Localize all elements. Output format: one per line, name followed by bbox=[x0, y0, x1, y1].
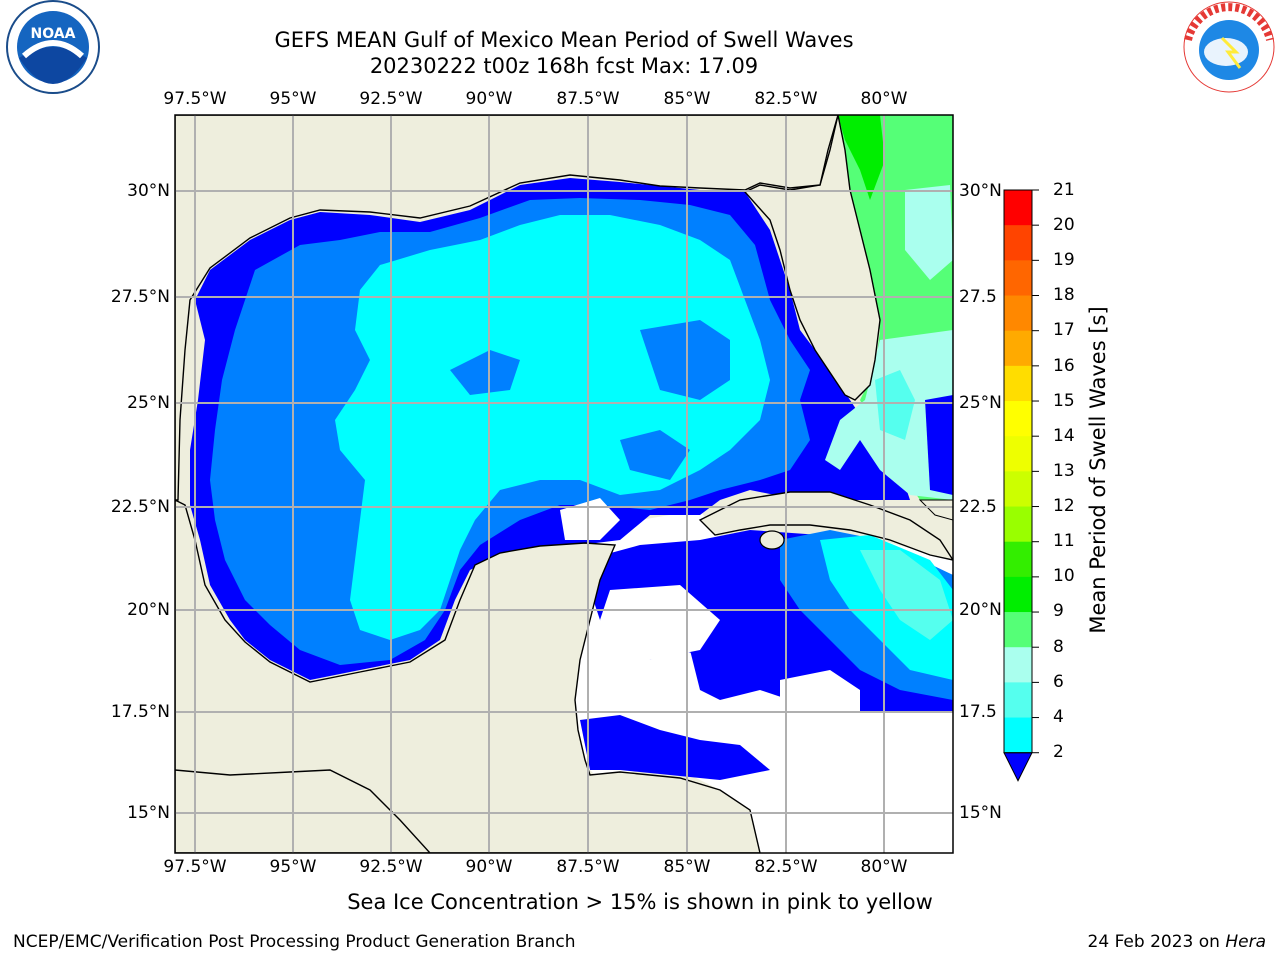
colorbar-tick-label: 16 bbox=[1053, 356, 1075, 376]
map-frame bbox=[174, 114, 954, 854]
colorbar-segment bbox=[1004, 401, 1032, 437]
lon-label-top: 97.5°W bbox=[163, 89, 227, 109]
lon-label-bottom: 82.5°W bbox=[754, 857, 818, 877]
lon-label-top: 87.5°W bbox=[556, 89, 620, 109]
lat-label-right: 30°N bbox=[959, 181, 1002, 201]
lon-label-top: 92.5°W bbox=[359, 89, 423, 109]
gridlines bbox=[175, 115, 953, 853]
lat-label-left: 17.5°N bbox=[110, 702, 170, 722]
colorbar-segment bbox=[1004, 717, 1032, 754]
lon-label-bottom: 97.5°W bbox=[163, 857, 227, 877]
colorbar-segment bbox=[1004, 647, 1032, 683]
period-patch-2-4c bbox=[620, 430, 690, 480]
period-band-atlantic-8-9 bbox=[905, 185, 953, 280]
colorbar-segment bbox=[1004, 576, 1032, 613]
colorbar-tick-label: 19 bbox=[1053, 250, 1075, 270]
lat-label-right: 15°N bbox=[959, 803, 1002, 823]
no-data-hole-a bbox=[560, 498, 620, 540]
lat-label-right: 22.5 bbox=[959, 497, 997, 517]
chart-subtitle: 20230222 t00z 168h fcst Max: 17.09 bbox=[369, 54, 759, 78]
land-us-gulf-coast bbox=[175, 115, 839, 501]
footer-host: Hera bbox=[1225, 932, 1266, 952]
footer-date-text: 24 Feb 2023 on bbox=[1087, 932, 1226, 952]
colorbar-segment bbox=[1004, 541, 1032, 578]
land-bahamas bbox=[918, 499, 953, 521]
lat-label-left: 15°N bbox=[127, 803, 170, 823]
lat-label-right: 17.5 bbox=[959, 702, 997, 722]
noaa-logo: NOAA bbox=[6, 0, 100, 94]
lat-label-left: 30°N bbox=[127, 181, 170, 201]
colorbar-segment bbox=[1004, 682, 1032, 719]
period-band-bahamas-lt2 bbox=[925, 395, 953, 495]
lon-label-top: 82.5°W bbox=[754, 89, 818, 109]
period-band-honduras-lt2 bbox=[580, 715, 770, 780]
colorbar-tick-label: 9 bbox=[1053, 601, 1064, 621]
lon-label-top: 95°W bbox=[269, 89, 317, 109]
colorbar-tick-label: 14 bbox=[1053, 426, 1075, 446]
period-patch-2-4b bbox=[640, 320, 730, 400]
period-band-4-6 bbox=[335, 215, 770, 640]
lat-label-left: 20°N bbox=[127, 600, 170, 620]
noaa-logo-text: NOAA bbox=[31, 26, 76, 42]
colorbar-tick-label: 11 bbox=[1053, 531, 1075, 551]
chart-title: GEFS MEAN Gulf of Mexico Mean Period of … bbox=[274, 28, 854, 52]
nws-logo bbox=[1183, 1, 1275, 93]
colorbar-segment bbox=[1004, 295, 1032, 332]
colorbar-tick-label: 6 bbox=[1053, 672, 1064, 692]
land-mexico-central-america bbox=[175, 499, 761, 853]
colorbar-segment bbox=[1004, 436, 1032, 472]
period-patch-2-4a bbox=[450, 350, 520, 395]
colorbar-segment bbox=[1004, 190, 1032, 226]
lon-label-bottom: 85°W bbox=[663, 857, 711, 877]
lat-label-left: 25°N bbox=[127, 393, 170, 413]
lon-label-top: 90°W bbox=[465, 89, 513, 109]
lat-label-right: 20°N bbox=[959, 600, 1002, 620]
colorbar-tick-label: 12 bbox=[1053, 496, 1075, 516]
colorbar-tick-label: 20 bbox=[1053, 215, 1075, 235]
colorbar-title: Mean Period of Swell Waves [s] bbox=[1086, 306, 1110, 634]
colorbar-segment bbox=[1004, 330, 1032, 367]
land-isle-of-youth bbox=[759, 530, 785, 550]
lon-label-bottom: 87.5°W bbox=[556, 857, 620, 877]
colorbar-extend-arrow bbox=[1003, 752, 1033, 782]
colorbar-segment bbox=[1004, 260, 1032, 297]
colorbar-segment bbox=[1004, 471, 1032, 508]
lat-label-right: 25°N bbox=[959, 393, 1002, 413]
lon-label-top: 80°W bbox=[860, 89, 908, 109]
land-cuba bbox=[698, 491, 953, 561]
lat-label-left: 22.5°N bbox=[110, 497, 170, 517]
colorbar-tick-label: 17 bbox=[1053, 320, 1075, 340]
colorbar-tick-label: 4 bbox=[1053, 707, 1064, 727]
colorbar-tick-label: 15 bbox=[1053, 391, 1075, 411]
lon-label-bottom: 90°W bbox=[465, 857, 513, 877]
lat-label-left: 27.5°N bbox=[110, 287, 170, 307]
period-band-atlantic-10-11 bbox=[838, 115, 885, 200]
no-data-hole-c bbox=[780, 670, 860, 712]
no-data-hole-b bbox=[600, 585, 720, 660]
colorbar-tick-label: 8 bbox=[1053, 637, 1064, 657]
land-florida bbox=[743, 115, 881, 401]
lon-label-bottom: 92.5°W bbox=[359, 857, 423, 877]
colorbar-segment bbox=[1004, 612, 1032, 648]
colorbar-tick-label: 13 bbox=[1053, 461, 1075, 481]
colorbar-segment bbox=[1004, 506, 1032, 543]
lon-label-bottom: 80°W bbox=[860, 857, 908, 877]
colorbar-tick-label: 10 bbox=[1053, 566, 1075, 586]
colorbar-segment bbox=[1004, 365, 1032, 402]
lat-label-right: 27.5 bbox=[959, 287, 997, 307]
colorbar-tick-label: 18 bbox=[1053, 285, 1075, 305]
lon-label-top: 85°W bbox=[663, 89, 711, 109]
footer-date: 24 Feb 2023 on Hera bbox=[1088, 932, 1266, 952]
colorbar-tick-label: 21 bbox=[1053, 180, 1075, 200]
lon-label-bottom: 95°W bbox=[269, 857, 317, 877]
sea-ice-note: Sea Ice Concentration > 15% is shown in … bbox=[347, 890, 933, 914]
colorbar-tick-label: 2 bbox=[1053, 742, 1064, 762]
footer-credit: NCEP/EMC/Verification Post Processing Pr… bbox=[13, 932, 576, 952]
colorbar-segment bbox=[1004, 225, 1032, 261]
colorbar bbox=[1003, 189, 1039, 782]
map-area bbox=[175, 115, 953, 853]
